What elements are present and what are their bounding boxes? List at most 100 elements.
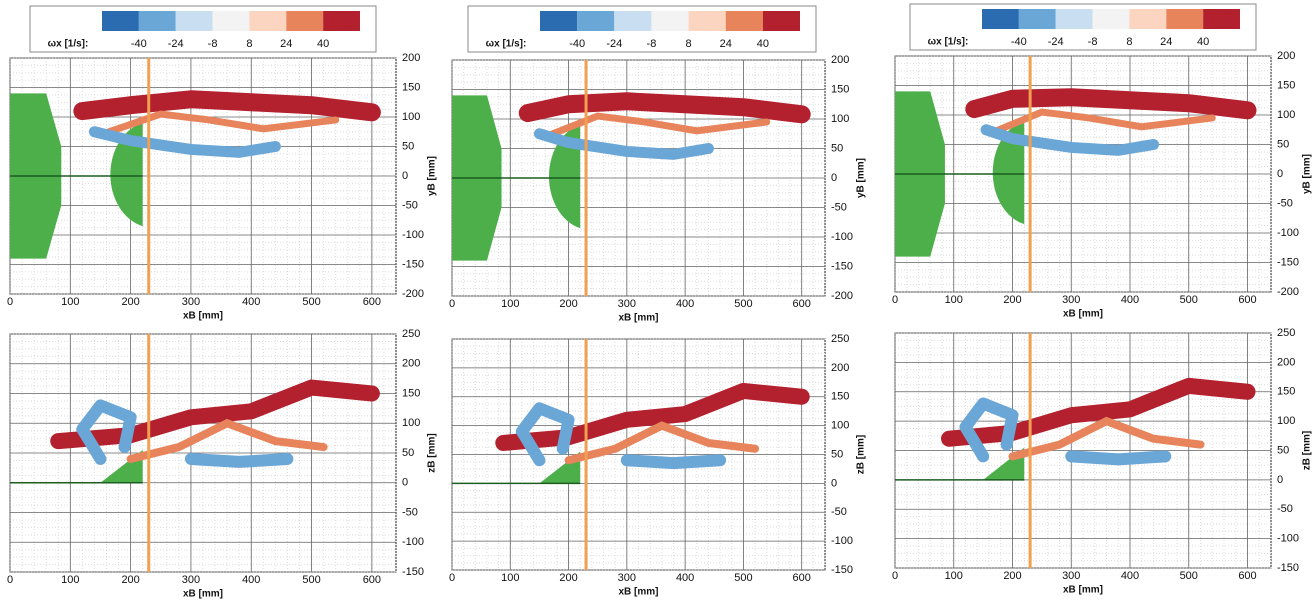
y-tick-label: -150 bbox=[402, 566, 424, 578]
colorbar-label: ωx [1/s]: bbox=[928, 37, 969, 48]
x-tick-label: 300 bbox=[1062, 570, 1080, 582]
x-tick-label: 100 bbox=[945, 294, 963, 306]
x-tick-label: 600 bbox=[1238, 294, 1256, 306]
y-tick-label: -150 bbox=[831, 260, 853, 272]
y-tick-label: -100 bbox=[1277, 227, 1299, 239]
colorbar-swatch bbox=[614, 11, 651, 31]
colorbar-tick-label: -8 bbox=[208, 38, 218, 50]
x-tick-label: 400 bbox=[1121, 570, 1139, 582]
colorbar-swatch bbox=[1056, 9, 1093, 29]
y-tick-label: -100 bbox=[831, 535, 853, 547]
y-tick-label: 150 bbox=[1277, 79, 1295, 91]
y-tick-label: -50 bbox=[402, 506, 418, 518]
y-tick-label: 200 bbox=[831, 362, 849, 374]
colorbar-tick-label: -40 bbox=[131, 38, 147, 50]
y-tick-label: 0 bbox=[402, 477, 408, 489]
colorbar-swatch bbox=[651, 11, 688, 31]
x-tick-label: 100 bbox=[501, 572, 519, 584]
y-tick-label: -200 bbox=[1277, 286, 1299, 298]
colorbar-swatch bbox=[763, 11, 800, 31]
colorbar-label: ωx [1/s]: bbox=[486, 39, 527, 50]
x-tick-label: 300 bbox=[182, 574, 200, 586]
colorbar-swatch bbox=[540, 11, 577, 31]
colorbar-swatch bbox=[176, 11, 213, 31]
x-axis-label: xB [mm] bbox=[183, 311, 223, 322]
x-tick-label: 400 bbox=[676, 572, 694, 584]
x-tick-label: 100 bbox=[61, 296, 79, 308]
y-tick-label: 50 bbox=[402, 447, 414, 459]
y-tick-label: -50 bbox=[831, 506, 847, 518]
y-tick-label: -50 bbox=[831, 201, 847, 213]
colorbar-swatch bbox=[689, 11, 726, 31]
x-tick-label: 600 bbox=[793, 572, 811, 584]
x-tick-label: 400 bbox=[242, 574, 260, 586]
y-tick-label: -100 bbox=[831, 231, 853, 243]
x-tick-label: 200 bbox=[559, 298, 577, 310]
colorbar-swatch bbox=[577, 11, 614, 31]
vortex-tube bbox=[627, 460, 720, 463]
y-tick-label: 250 bbox=[831, 333, 849, 345]
y-tick-label: 200 bbox=[1277, 50, 1295, 62]
y-tick-label: -100 bbox=[1277, 533, 1299, 545]
colorbar-swatch bbox=[102, 11, 139, 31]
colorbar-tick-label: 40 bbox=[1197, 36, 1209, 48]
y-tick-label: 0 bbox=[1277, 474, 1283, 486]
x-tick-label: 400 bbox=[676, 298, 694, 310]
y-tick-label: 100 bbox=[1277, 415, 1295, 427]
x-axis-label: xB [mm] bbox=[183, 589, 223, 600]
x-tick-label: 600 bbox=[793, 298, 811, 310]
colorbar-tick-label: 24 bbox=[1160, 36, 1172, 48]
colorbar-swatch bbox=[1166, 9, 1203, 29]
x-tick-label: 0 bbox=[7, 574, 13, 586]
y-tick-label: 100 bbox=[402, 111, 420, 123]
x-tick-label: 0 bbox=[449, 298, 455, 310]
colorbar-tick-label: 8 bbox=[246, 38, 252, 50]
x-tick-label: 400 bbox=[242, 296, 260, 308]
y-tick-label: 200 bbox=[402, 358, 420, 370]
x-tick-label: 300 bbox=[1062, 294, 1080, 306]
y-axis-label: yB [mm] bbox=[427, 156, 438, 196]
x-tick-label: 600 bbox=[1238, 570, 1256, 582]
y-tick-label: -50 bbox=[402, 199, 418, 211]
x-tick-label: 300 bbox=[618, 298, 636, 310]
y-tick-label: -150 bbox=[831, 564, 853, 576]
colorbar-tick-label: -8 bbox=[647, 38, 657, 50]
figure: 0100200300400500600-200-150-100-50050100… bbox=[0, 0, 1314, 602]
x-axis-label: xB [mm] bbox=[618, 587, 658, 598]
x-tick-label: 500 bbox=[734, 298, 752, 310]
y-tick-label: -100 bbox=[402, 536, 424, 548]
y-tick-label: 0 bbox=[831, 172, 837, 184]
colorbar-swatch bbox=[1203, 9, 1240, 29]
y-tick-label: 200 bbox=[831, 54, 849, 66]
y-tick-label: 0 bbox=[1277, 168, 1283, 180]
colorbar-swatch bbox=[1093, 9, 1130, 29]
y-tick-label: 200 bbox=[1277, 356, 1295, 368]
y-axis-label: zB [mm] bbox=[427, 433, 438, 472]
y-tick-label: 150 bbox=[831, 391, 849, 403]
colorbar-tick-label: 24 bbox=[720, 38, 732, 50]
y-tick-label: 50 bbox=[1277, 138, 1289, 150]
x-tick-label: 200 bbox=[1003, 570, 1021, 582]
x-tick-label: 100 bbox=[501, 298, 519, 310]
colorbar-swatch bbox=[1129, 9, 1166, 29]
colorbar-tick-label: 24 bbox=[280, 38, 292, 50]
y-tick-label: -150 bbox=[1277, 256, 1299, 268]
x-tick-label: 200 bbox=[121, 296, 139, 308]
x-axis-label: xB [mm] bbox=[1063, 309, 1103, 320]
y-tick-label: -50 bbox=[1277, 503, 1293, 515]
x-tick-label: 500 bbox=[734, 572, 752, 584]
y-axis-label: yB [mm] bbox=[1302, 154, 1313, 194]
x-tick-label: 200 bbox=[1003, 294, 1021, 306]
y-tick-label: 150 bbox=[402, 81, 420, 93]
colorbar-tick-label: -24 bbox=[606, 38, 622, 50]
vortex-tube bbox=[191, 459, 288, 462]
y-tick-label: 100 bbox=[831, 420, 849, 432]
y-tick-label: 150 bbox=[831, 83, 849, 95]
colorbar-swatch bbox=[1019, 9, 1056, 29]
y-tick-label: 200 bbox=[402, 52, 420, 64]
colorbar-tick-label: -8 bbox=[1088, 36, 1098, 48]
y-tick-label: 100 bbox=[1277, 109, 1295, 121]
colorbar-swatch bbox=[323, 11, 360, 31]
y-tick-label: 50 bbox=[402, 140, 414, 152]
y-tick-label: 100 bbox=[831, 113, 849, 125]
